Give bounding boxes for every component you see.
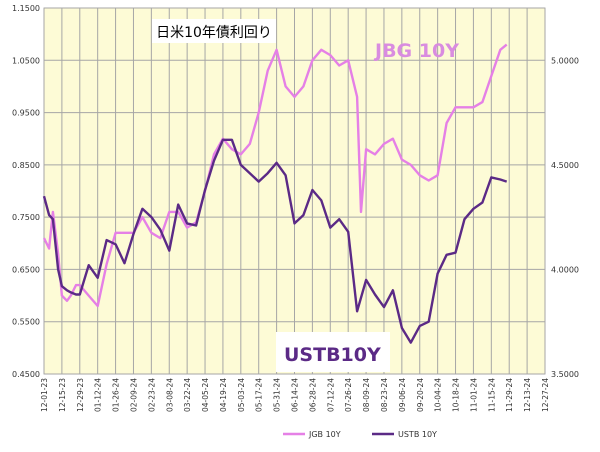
x-tick-label: 11-29-24 bbox=[505, 378, 514, 412]
chart-title: 日米10年債利回り bbox=[156, 25, 272, 41]
x-tick-label: 12-27-24 bbox=[541, 378, 550, 412]
grid-lines bbox=[43, 7, 546, 375]
x-tick-label: 11-15-24 bbox=[487, 378, 496, 412]
legend: JGB 10Y USTB 10Y bbox=[283, 430, 437, 439]
x-tick-label: 12-01-23 bbox=[40, 378, 49, 412]
x-tick-label: 01-12-24 bbox=[94, 378, 103, 412]
x-tick-label: 02-09-24 bbox=[129, 378, 138, 412]
y-left-tick-label: 0.5500 bbox=[12, 318, 40, 327]
x-tick-label: 11-01-24 bbox=[469, 378, 478, 412]
legend-label: USTB 10Y bbox=[398, 430, 437, 439]
x-tick-label: 06-28-24 bbox=[308, 378, 317, 412]
legend-label: JGB 10Y bbox=[308, 430, 341, 439]
y-left-tick-label: 1.1500 bbox=[12, 4, 40, 13]
x-tick-label: 03-08-24 bbox=[165, 378, 174, 412]
x-tick-label: 09-06-24 bbox=[398, 378, 407, 412]
x-tick-label: 02-23-24 bbox=[147, 378, 156, 412]
x-tick-label: 12-13-24 bbox=[523, 378, 532, 412]
x-tick-label: 12-15-23 bbox=[58, 378, 67, 412]
y-left-tick-label: 0.9500 bbox=[12, 109, 40, 118]
x-tick-label: 08-09-24 bbox=[362, 378, 371, 412]
legend-item: USTB 10Y bbox=[372, 430, 437, 439]
y-left-tick-label: 0.4500 bbox=[12, 370, 40, 379]
series-line-jgb-10y bbox=[42, 43, 508, 308]
x-tick-label: 10-18-24 bbox=[452, 378, 461, 412]
y-left-tick-label: 0.7500 bbox=[12, 213, 40, 222]
y-left-tick-label: 0.8500 bbox=[12, 161, 40, 170]
x-tick-label: 04-19-24 bbox=[219, 378, 228, 412]
x-tick-label: 03-22-24 bbox=[183, 378, 192, 412]
x-tick-label: 06-14-24 bbox=[291, 378, 300, 412]
y-right-tick-label: 5.0000 bbox=[551, 56, 579, 65]
x-tick-label: 05-17-24 bbox=[255, 378, 264, 412]
axes-layer: 0.4500 0.5500 0.6500 0.7500 0.8500 0.9500 1.05… bbox=[12, 4, 579, 412]
x-tick-label: 07-12-24 bbox=[326, 378, 335, 412]
x-tick-label: 05-31-24 bbox=[273, 378, 282, 412]
y-left-tick-label: 1.0500 bbox=[12, 56, 40, 65]
x-tick-label: 12-29-23 bbox=[76, 378, 85, 412]
x-tick-label: 08-23-24 bbox=[380, 378, 389, 412]
title-box bbox=[152, 19, 276, 43]
x-tick-label: 10-04-24 bbox=[434, 378, 443, 412]
series-layer bbox=[42, 43, 508, 344]
ustb-annotation: USTB10Y bbox=[284, 344, 381, 366]
y-right-tick-label: 4.0000 bbox=[551, 265, 579, 274]
x-tick-label: 04-05-24 bbox=[201, 378, 210, 412]
y-left-tick-label: 0.6500 bbox=[12, 265, 40, 274]
jgb-annotation: JBG 10Y bbox=[373, 40, 459, 62]
x-tick-label: 01-26-24 bbox=[112, 378, 121, 412]
legend-item: JGB 10Y bbox=[283, 430, 341, 439]
x-tick-label: 05-03-24 bbox=[237, 378, 246, 412]
y-right-tick-label: 3.5000 bbox=[551, 370, 579, 379]
series-line-ustb-10y bbox=[42, 138, 508, 344]
x-tick-label: 09-20-24 bbox=[416, 378, 425, 412]
ustb-annotation-box bbox=[276, 332, 390, 372]
x-tick-label: 07-26-24 bbox=[344, 378, 353, 412]
y-right-tick-label: 4.5000 bbox=[551, 161, 579, 170]
